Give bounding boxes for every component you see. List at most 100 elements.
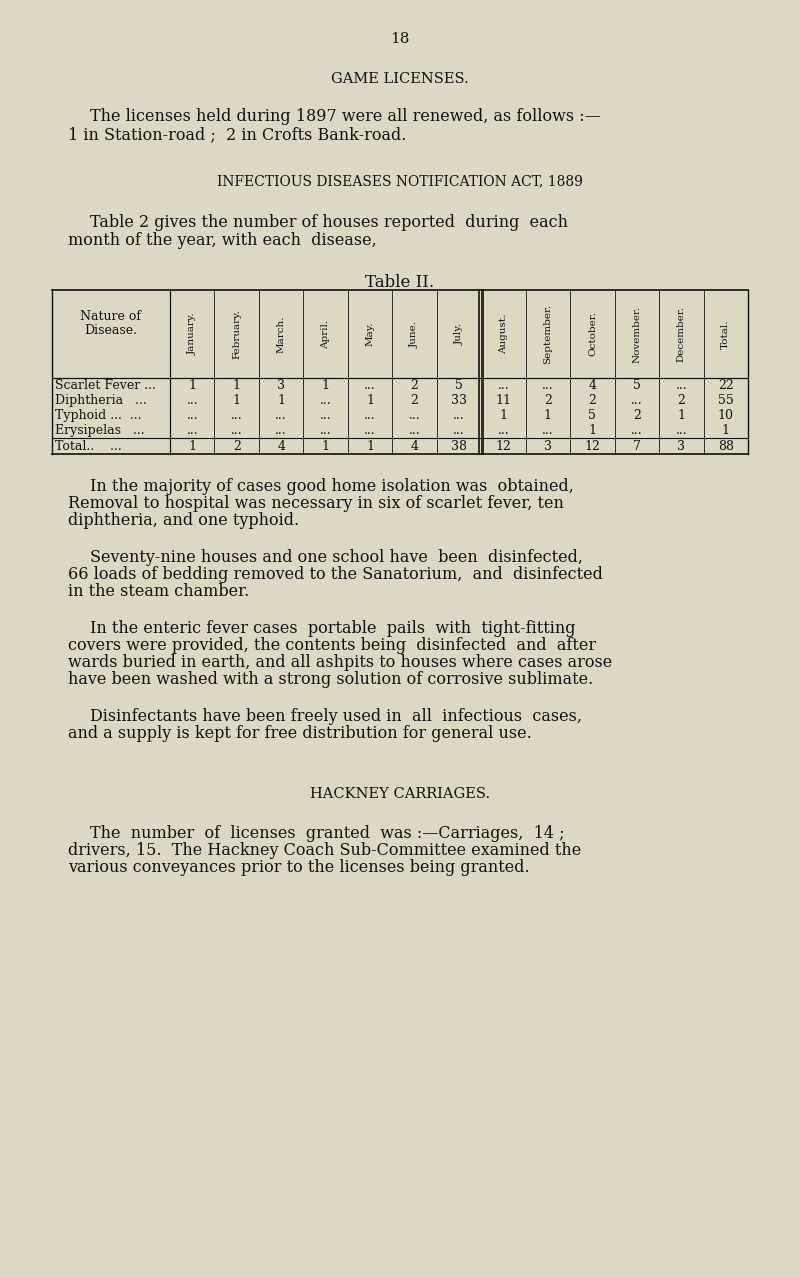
Text: HACKNEY CARRIAGES.: HACKNEY CARRIAGES. — [310, 787, 490, 801]
Text: 5: 5 — [633, 380, 641, 392]
Text: 1: 1 — [188, 440, 196, 452]
Text: ...: ... — [275, 409, 287, 422]
Text: ...: ... — [631, 424, 642, 437]
Text: 66 loads of bedding removed to the Sanatorium,  and  disinfected: 66 loads of bedding removed to the Sanat… — [68, 566, 603, 583]
Text: 1: 1 — [366, 394, 374, 406]
Text: and a supply is kept for free distribution for general use.: and a supply is kept for free distributi… — [68, 725, 532, 743]
Text: Total..    ...: Total.. ... — [55, 440, 122, 452]
Text: 22: 22 — [718, 380, 734, 392]
Text: 1: 1 — [277, 394, 285, 406]
Text: ...: ... — [186, 424, 198, 437]
Text: 1: 1 — [678, 409, 686, 422]
Text: diphtheria, and one typhoid.: diphtheria, and one typhoid. — [68, 512, 299, 529]
Text: Total.: Total. — [722, 320, 730, 349]
Text: December.: December. — [677, 305, 686, 362]
Text: have been washed with a strong solution of corrosive sublimate.: have been washed with a strong solution … — [68, 671, 594, 688]
Text: ...: ... — [631, 394, 642, 406]
Text: 1: 1 — [722, 424, 730, 437]
Text: Nature of: Nature of — [81, 311, 142, 323]
Text: February.: February. — [232, 309, 241, 359]
Text: Removal to hospital was necessary in six of scarlet fever, ten: Removal to hospital was necessary in six… — [68, 495, 564, 512]
Text: 55: 55 — [718, 394, 734, 406]
Text: GAME LICENSES.: GAME LICENSES. — [331, 72, 469, 86]
Text: The licenses held during 1897 were all renewed, as follows :—: The licenses held during 1897 were all r… — [90, 109, 601, 125]
Text: various conveyances prior to the licenses being granted.: various conveyances prior to the license… — [68, 859, 530, 875]
Text: 5: 5 — [455, 380, 463, 392]
Text: 1 in Station-road ;  2 in Crofts Bank-road.: 1 in Station-road ; 2 in Crofts Bank-roa… — [68, 127, 406, 143]
Text: 4: 4 — [588, 380, 596, 392]
Text: 5: 5 — [589, 409, 596, 422]
Text: Seventy-nine houses and one school have  been  disinfected,: Seventy-nine houses and one school have … — [90, 550, 583, 566]
Text: 2: 2 — [410, 380, 418, 392]
Text: August.: August. — [499, 314, 508, 354]
Text: The  number  of  licenses  granted  was :—Carriages,  14 ;: The number of licenses granted was :—Car… — [90, 826, 565, 842]
Text: October.: October. — [588, 312, 597, 357]
Text: 2: 2 — [678, 394, 686, 406]
Text: ...: ... — [320, 409, 331, 422]
Text: July.: July. — [454, 323, 463, 345]
Text: ...: ... — [542, 424, 554, 437]
Text: 1: 1 — [588, 424, 596, 437]
Text: 88: 88 — [718, 440, 734, 452]
Text: Scarlet Fever ...: Scarlet Fever ... — [55, 380, 156, 392]
Text: 12: 12 — [495, 440, 511, 452]
Text: In the majority of cases good home isolation was  obtained,: In the majority of cases good home isola… — [90, 478, 574, 495]
Text: ...: ... — [231, 424, 242, 437]
Text: Diphtheria   ...: Diphtheria ... — [55, 394, 146, 406]
Text: wards buried in earth, and all ashpits to houses where cases arose: wards buried in earth, and all ashpits t… — [68, 654, 612, 671]
Text: June.: June. — [410, 321, 419, 348]
Text: 2: 2 — [233, 440, 241, 452]
Text: 1: 1 — [499, 409, 507, 422]
Text: January.: January. — [188, 313, 197, 355]
Text: 4: 4 — [277, 440, 285, 452]
Text: 38: 38 — [451, 440, 467, 452]
Text: drivers, 15.  The Hackney Coach Sub-Committee examined the: drivers, 15. The Hackney Coach Sub-Commi… — [68, 842, 582, 859]
Text: 1: 1 — [233, 380, 241, 392]
Text: 1: 1 — [544, 409, 552, 422]
Text: ...: ... — [453, 409, 465, 422]
Text: ...: ... — [453, 424, 465, 437]
Text: 2: 2 — [544, 394, 552, 406]
Text: 1: 1 — [322, 440, 330, 452]
Text: 7: 7 — [633, 440, 641, 452]
Text: 2: 2 — [410, 394, 418, 406]
Text: covers were provided, the contents being  disinfected  and  after: covers were provided, the contents being… — [68, 636, 596, 654]
Text: Table II.: Table II. — [366, 273, 434, 291]
Text: November.: November. — [632, 305, 642, 363]
Text: ...: ... — [498, 380, 510, 392]
Text: ...: ... — [186, 394, 198, 406]
Text: ...: ... — [675, 380, 687, 392]
Text: 1: 1 — [233, 394, 241, 406]
Text: 11: 11 — [495, 394, 511, 406]
Text: 3: 3 — [678, 440, 686, 452]
Text: month of the year, with each  disease,: month of the year, with each disease, — [68, 233, 377, 249]
Text: ...: ... — [320, 394, 331, 406]
Text: 12: 12 — [585, 440, 600, 452]
Text: ...: ... — [186, 409, 198, 422]
Text: May.: May. — [366, 322, 374, 346]
Text: 3: 3 — [544, 440, 552, 452]
Text: 1: 1 — [322, 380, 330, 392]
Text: INFECTIOUS DISEASES NOTIFICATION ACT, 1889: INFECTIOUS DISEASES NOTIFICATION ACT, 18… — [217, 174, 583, 188]
Text: ...: ... — [320, 424, 331, 437]
Text: ...: ... — [675, 424, 687, 437]
Text: in the steam chamber.: in the steam chamber. — [68, 583, 250, 599]
Text: Table 2 gives the number of houses reported  during  each: Table 2 gives the number of houses repor… — [90, 213, 568, 231]
Text: March.: March. — [277, 316, 286, 353]
Text: 4: 4 — [410, 440, 418, 452]
Text: April.: April. — [321, 320, 330, 349]
Text: ...: ... — [364, 380, 376, 392]
Text: 2: 2 — [589, 394, 596, 406]
Text: ...: ... — [231, 409, 242, 422]
Text: ...: ... — [409, 409, 420, 422]
Text: Disinfectants have been freely used in  all  infectious  cases,: Disinfectants have been freely used in a… — [90, 708, 582, 725]
Text: 1: 1 — [366, 440, 374, 452]
Text: ...: ... — [409, 424, 420, 437]
Text: 33: 33 — [451, 394, 467, 406]
Text: ...: ... — [364, 409, 376, 422]
Text: ...: ... — [498, 424, 510, 437]
Text: 18: 18 — [390, 32, 410, 46]
Text: ...: ... — [275, 424, 287, 437]
Text: Erysipelas   ...: Erysipelas ... — [55, 424, 145, 437]
Text: In the enteric fever cases  portable  pails  with  tight-fitting: In the enteric fever cases portable pail… — [90, 620, 575, 636]
